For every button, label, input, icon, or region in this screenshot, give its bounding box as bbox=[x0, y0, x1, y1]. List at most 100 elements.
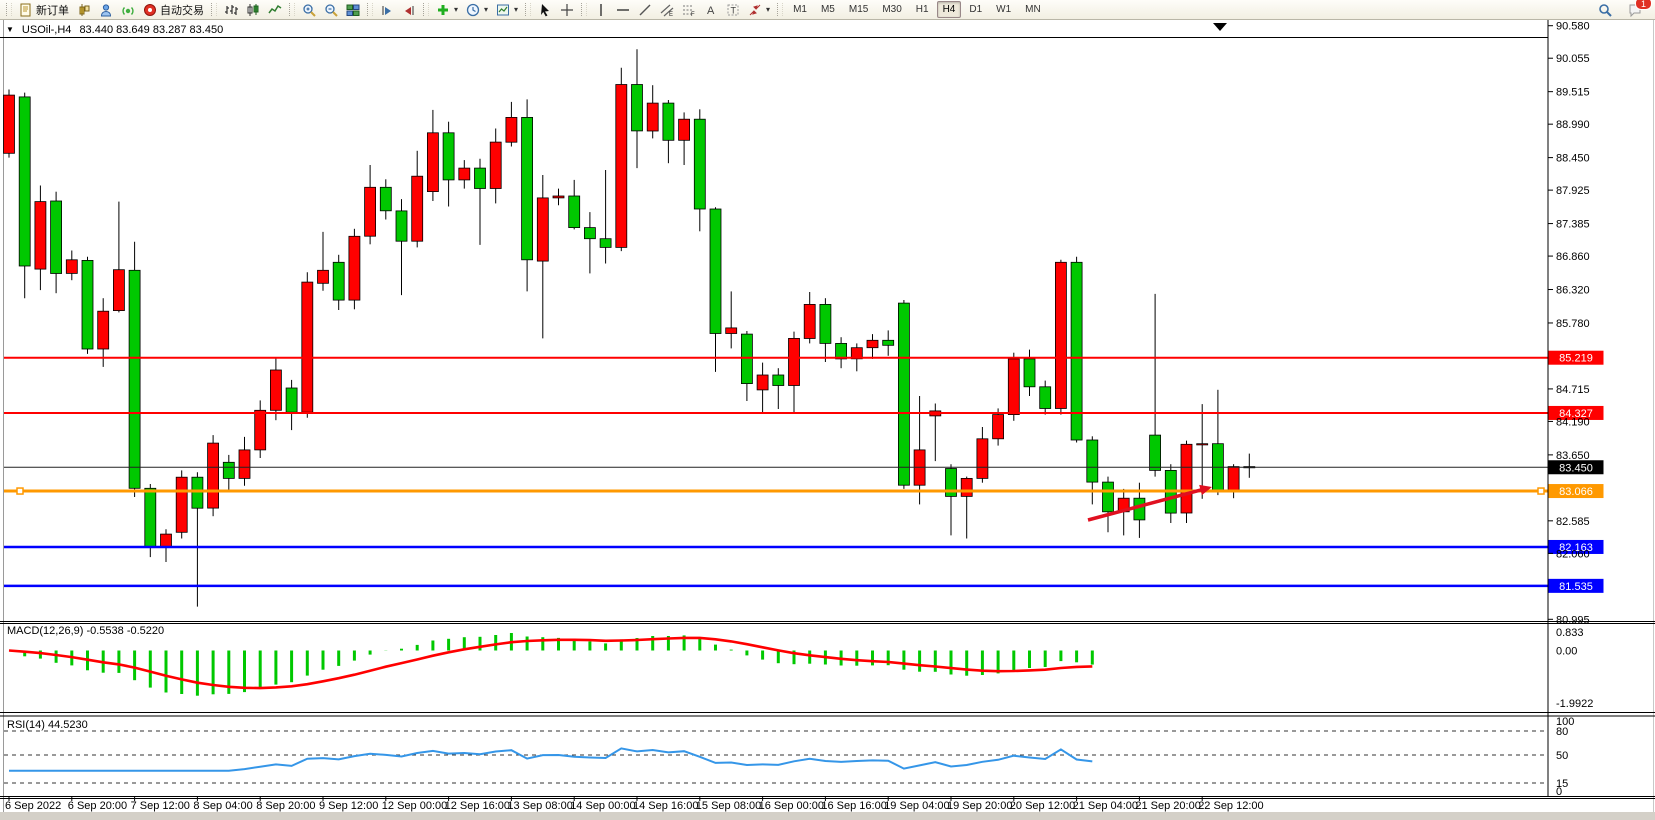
candle-body bbox=[175, 476, 188, 533]
candle-body bbox=[536, 197, 549, 262]
candle-body bbox=[1102, 481, 1114, 513]
symbol-dropdown-icon[interactable]: ▼ bbox=[6, 25, 14, 34]
candlestick-chart-button[interactable] bbox=[242, 0, 264, 19]
timeframe-m1-button[interactable]: M1 bbox=[793, 4, 807, 15]
candle-body bbox=[50, 200, 62, 274]
indicators-button-caret-icon: ▾ bbox=[454, 5, 459, 14]
chart-ohlc-readout: 83.440 83.649 83.287 83.450 bbox=[79, 23, 224, 36]
new-order-button-label: 新订单 bbox=[36, 4, 69, 17]
timeframe-h4-button[interactable]: H4 bbox=[936, 1, 962, 18]
new-order-button[interactable]: 新订单 bbox=[15, 0, 73, 19]
fibonacci-button[interactable]: F bbox=[678, 0, 700, 19]
rsi-indicator-label: RSI(14) 44.5230 bbox=[7, 719, 88, 731]
toolbar-group-handle bbox=[367, 3, 373, 16]
candle-body bbox=[379, 186, 392, 212]
chart-canvas[interactable]: 85.219 84.327 83.450 83.066 82.163 81.535 90.5… bbox=[0, 20, 1655, 812]
chart-title-bar: ▼ USOil-,H4 83.440 83.649 83.287 83.450 bbox=[6, 22, 223, 37]
candle-body bbox=[348, 235, 361, 301]
cursor-button[interactable] bbox=[534, 0, 556, 19]
trendline-button[interactable] bbox=[634, 0, 656, 19]
hline-handle[interactable] bbox=[1537, 487, 1545, 495]
svg-text:F: F bbox=[691, 12, 695, 17]
notifications-button[interactable]: 1 bbox=[1624, 0, 1652, 19]
crosshair-button[interactable] bbox=[556, 0, 578, 19]
line-chart-button[interactable] bbox=[264, 0, 286, 19]
price-axis-label: 87.925 bbox=[1556, 185, 1590, 197]
chart-shift-marker[interactable] bbox=[1213, 23, 1227, 31]
time-axis-label: 8 Sep 20:00 bbox=[256, 800, 315, 812]
arrows-button[interactable]: ▾ bbox=[744, 0, 774, 19]
hline-handle[interactable] bbox=[16, 487, 24, 495]
candle-body bbox=[678, 118, 690, 141]
tile-windows-button[interactable] bbox=[342, 0, 364, 19]
chart-shift-button[interactable] bbox=[398, 0, 420, 19]
toolbar-group-handle bbox=[581, 3, 588, 16]
toolbar-group-handle bbox=[525, 3, 532, 16]
periods-button[interactable]: ▾ bbox=[462, 0, 492, 19]
new-chart-icon[interactable] bbox=[73, 0, 95, 19]
auto-scroll-button[interactable] bbox=[376, 0, 398, 19]
candle-body bbox=[238, 449, 251, 479]
price-axis-label: 85.780 bbox=[1556, 318, 1590, 330]
candle-body bbox=[332, 261, 345, 301]
person-glyph bbox=[99, 3, 113, 17]
candle-body bbox=[426, 132, 439, 193]
cursor-glyph bbox=[538, 3, 552, 17]
hline-button[interactable] bbox=[612, 0, 634, 19]
svg-text:T: T bbox=[731, 5, 737, 15]
autotrading-button-label: 自动交易 bbox=[160, 4, 204, 17]
trend-arrow-line[interactable] bbox=[1087, 487, 1205, 522]
templates-button[interactable]: ▾ bbox=[492, 0, 522, 19]
time-axis-label: 16 Sep 00:00 bbox=[759, 800, 824, 812]
price-badge bbox=[1548, 350, 1604, 365]
trend-arrow-head[interactable] bbox=[1199, 484, 1212, 496]
timeframe-m5-button[interactable]: M5 bbox=[820, 4, 835, 15]
candle-body bbox=[285, 387, 298, 413]
timeframe-h1-button[interactable]: H1 bbox=[915, 4, 929, 15]
candle-body bbox=[898, 302, 910, 486]
timeframe-m15-button[interactable]: M15 bbox=[848, 4, 869, 15]
signals-icon[interactable] bbox=[117, 0, 139, 19]
zoom-out-button[interactable] bbox=[320, 0, 342, 19]
text-button[interactable]: A bbox=[700, 0, 722, 19]
price-axis-label: 82.060 bbox=[1556, 548, 1590, 560]
shift-glyph bbox=[402, 3, 416, 17]
timeframe-d1-button[interactable]: D1 bbox=[969, 4, 983, 15]
indicators-button[interactable]: ▾ bbox=[432, 0, 462, 19]
svg-text:A: A bbox=[707, 5, 715, 17]
channel-button[interactable]: E bbox=[656, 0, 678, 19]
toolbar-group-handle bbox=[777, 3, 784, 16]
candle-body bbox=[976, 438, 989, 479]
time-axis-label: 12 Sep 16:00 bbox=[445, 800, 510, 812]
candle-body bbox=[160, 533, 172, 548]
search-button[interactable] bbox=[1594, 0, 1616, 19]
timeframe-m30-button[interactable]: M30 bbox=[882, 4, 902, 15]
vline-button[interactable] bbox=[590, 0, 612, 19]
candle-yellow-glyph bbox=[77, 3, 91, 17]
bar-chart-button[interactable] bbox=[220, 0, 242, 19]
candle-body bbox=[819, 303, 832, 344]
label-button[interactable]: T bbox=[722, 0, 744, 19]
price-axis-label: 87.385 bbox=[1556, 219, 1590, 231]
zoomin-glyph bbox=[302, 3, 316, 17]
price-badge-label: 83.066 bbox=[1559, 486, 1593, 498]
profiles-icon[interactable] bbox=[95, 0, 117, 19]
timeframe-mn-button[interactable]: MN bbox=[1025, 4, 1041, 15]
hline-glyph bbox=[616, 3, 630, 17]
zoom-in-button[interactable] bbox=[298, 0, 320, 19]
candle-body bbox=[81, 259, 94, 350]
autotrading-button[interactable]: 自动交易 bbox=[139, 0, 208, 19]
price-axis-label: 82.585 bbox=[1556, 516, 1590, 528]
timeframe-w1-button[interactable]: W1 bbox=[996, 4, 1012, 15]
chart-background[interactable] bbox=[0, 20, 1655, 812]
candle-body bbox=[97, 310, 110, 350]
price-axis-label: 88.450 bbox=[1556, 153, 1590, 165]
chart-window[interactable]: ▼ USOil-,H4 83.440 83.649 83.287 83.450 … bbox=[0, 20, 1655, 812]
time-axis-label: 19 Sep 04:00 bbox=[884, 800, 949, 812]
price-axis-label: 89.515 bbox=[1556, 87, 1590, 99]
candle-body bbox=[1086, 439, 1099, 483]
search-glyph bbox=[1598, 3, 1612, 17]
candle-body bbox=[788, 337, 800, 386]
candle-body bbox=[1196, 443, 1209, 446]
candle-body bbox=[599, 238, 612, 248]
